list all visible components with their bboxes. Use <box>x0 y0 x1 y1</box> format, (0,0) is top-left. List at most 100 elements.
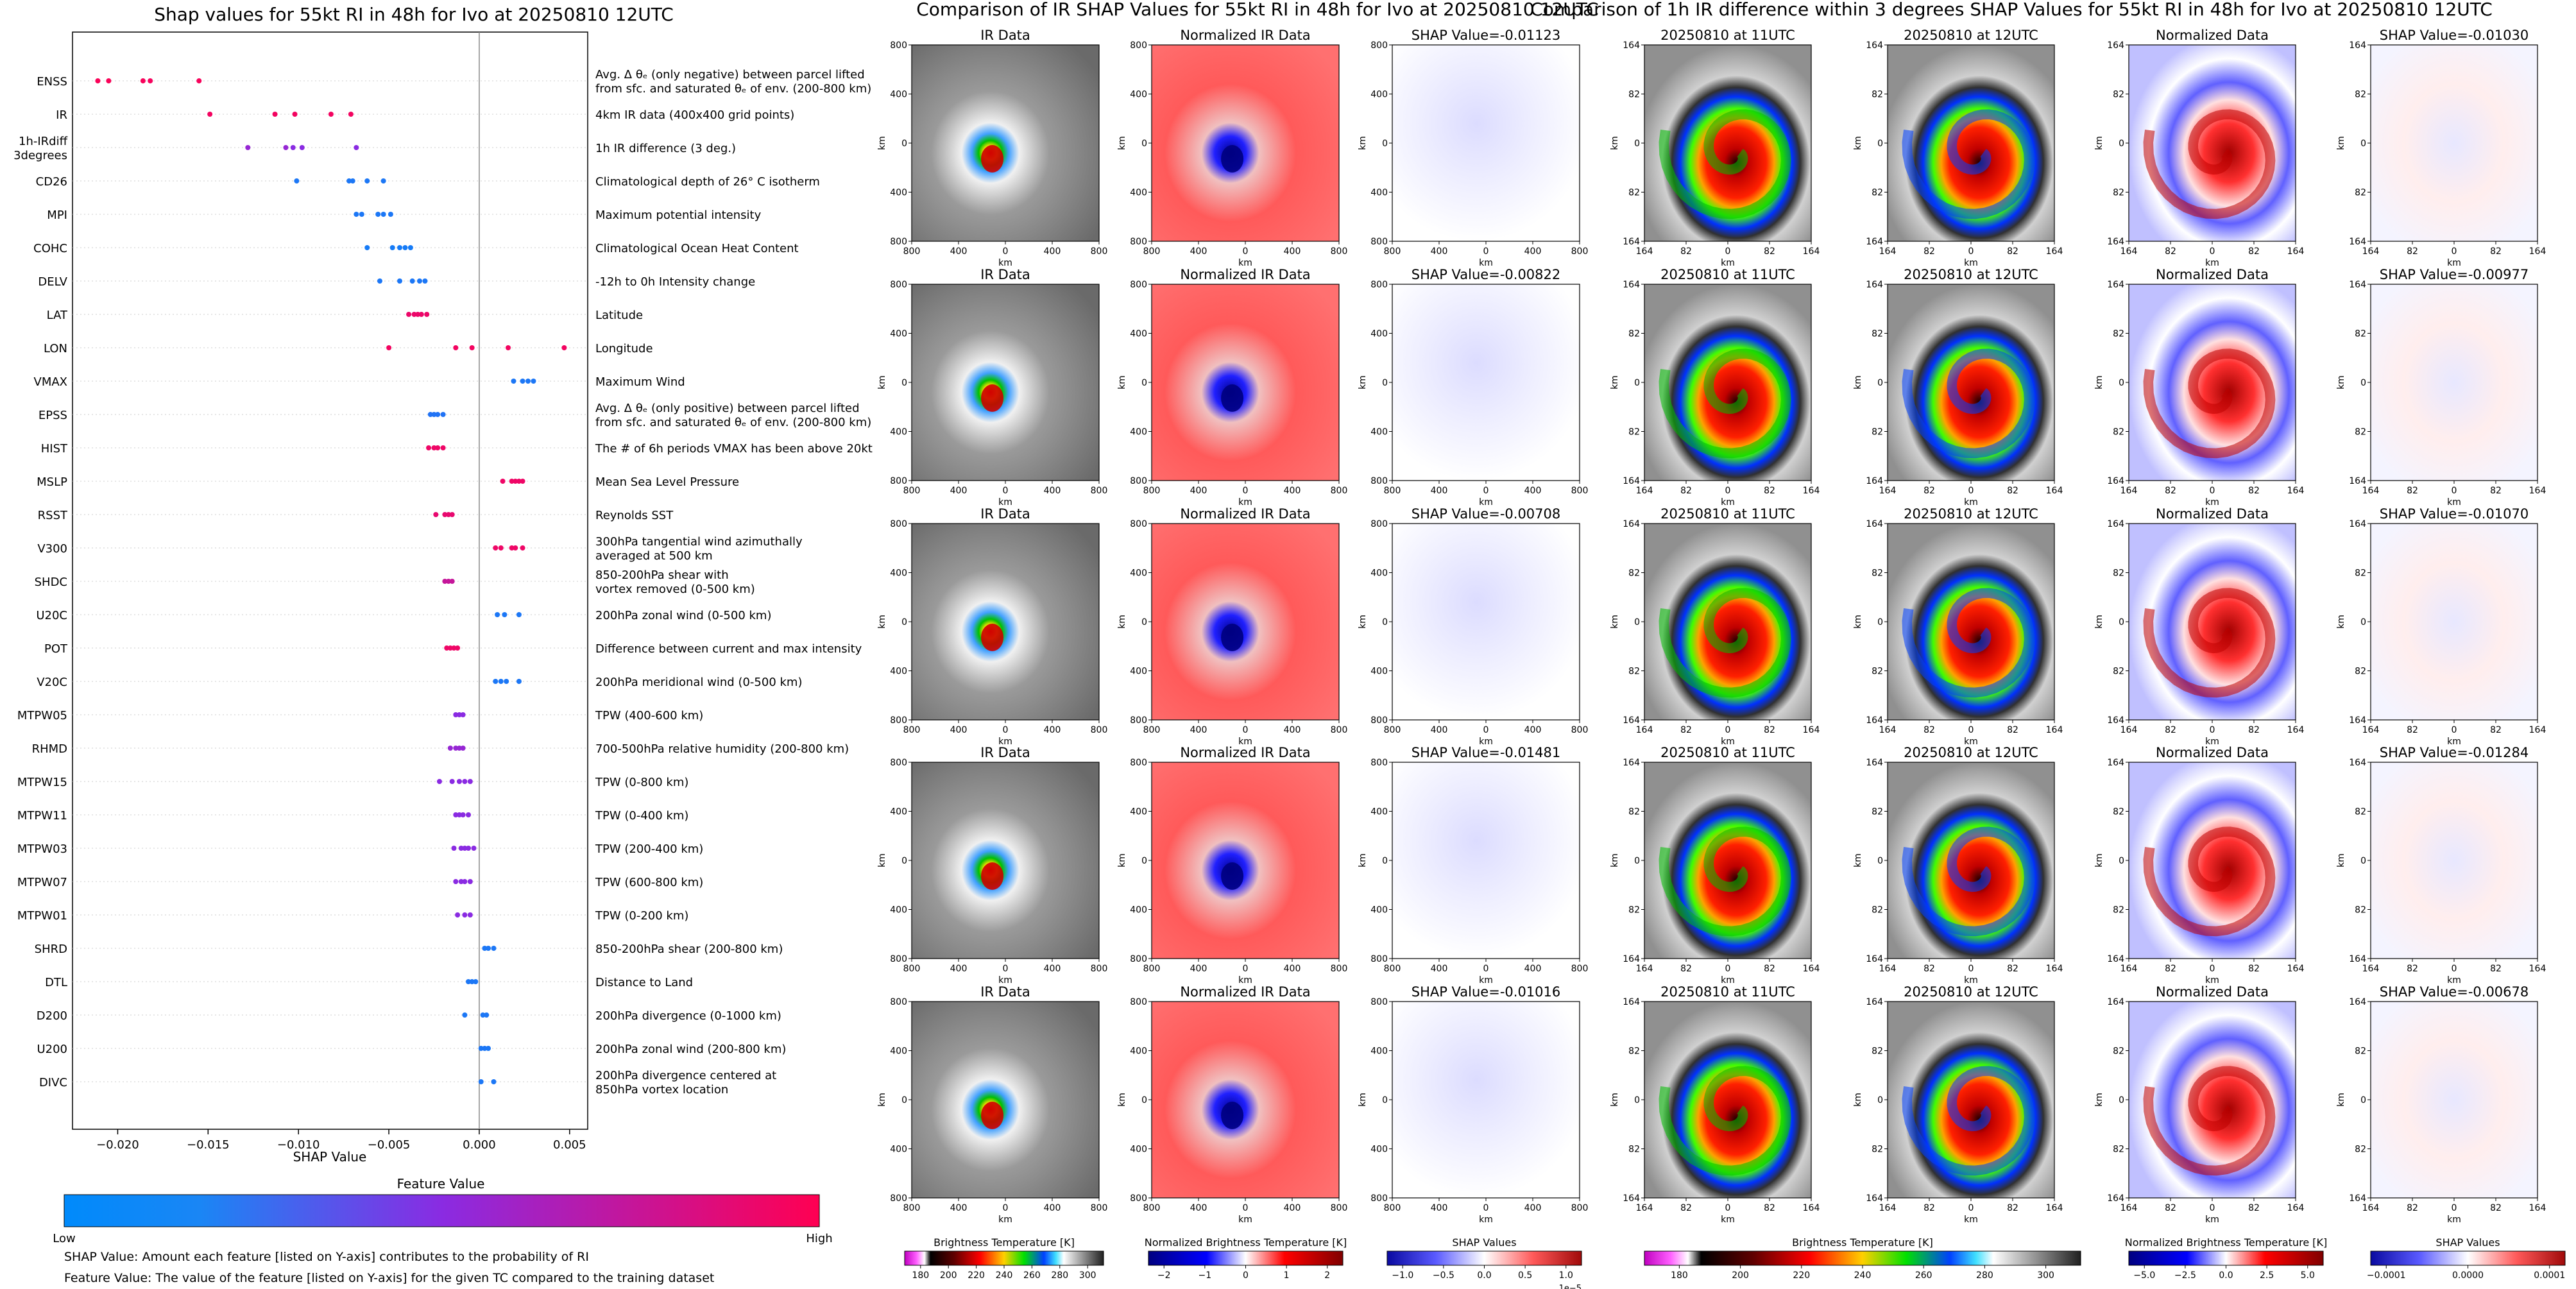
x-tick-label: 400 <box>950 486 968 496</box>
colorbar-tick-label: 0.0001 <box>2534 1270 2565 1281</box>
shap-point <box>402 245 408 250</box>
shap-point <box>498 545 504 551</box>
x-axis-label: km <box>2447 258 2461 268</box>
x-tick-label: −0.020 <box>96 1138 139 1152</box>
x-axis-label: km <box>1964 1215 1978 1225</box>
y-axis-label: km <box>877 136 887 150</box>
image-panel: 20250810 at 12UTC1641648282008282164164k… <box>1853 506 2063 747</box>
panel-title: Normalized Data <box>2156 506 2269 522</box>
x-tick-label: 82 <box>2490 486 2502 496</box>
shap-feature-description: 300hPa tangential wind azimuthally <box>595 535 803 549</box>
y-tick-label: 0 <box>901 617 907 627</box>
x-axis-label: km <box>2205 975 2219 986</box>
x-tick-label: 0 <box>1725 725 1731 735</box>
shap-point <box>504 679 509 684</box>
colorbar-tick-label: 0.0 <box>1477 1270 1491 1281</box>
y-tick-label: 164 <box>1866 1193 1883 1204</box>
x-tick-label: 0 <box>1725 486 1731 496</box>
y-tick-label: 400 <box>890 568 907 579</box>
x-axis-label: km <box>998 258 1012 268</box>
shap-feature-description: from sfc. and saturated θₑ of env. (200-… <box>595 416 871 429</box>
y-tick-label: 0 <box>2360 139 2366 149</box>
x-tick-label: 0 <box>1243 246 1249 257</box>
x-axis-label: km <box>1479 1215 1493 1225</box>
y-tick-label: 0 <box>1141 617 1147 627</box>
y-tick-label: 82 <box>1872 1046 1883 1057</box>
x-tick-label: 800 <box>1571 1203 1589 1213</box>
shap-feature-row: MPI Maximum potential intensity <box>47 209 761 222</box>
y-axis-label: km <box>1853 615 1863 629</box>
image-panel: Normalized IR Data8008004004000040040080… <box>1117 984 1347 1225</box>
panel-image <box>1392 762 1580 959</box>
y-tick-label: 400 <box>890 329 907 339</box>
y-tick-label: 82 <box>2355 90 2366 100</box>
x-axis-label: km <box>1964 975 1978 986</box>
panel-image <box>2371 524 2538 720</box>
x-tick-label: 164 <box>2287 964 2305 974</box>
y-tick-label: 800 <box>1130 1193 1147 1204</box>
x-tick-label: 82 <box>2490 1203 2502 1213</box>
storm-core <box>1221 862 1244 890</box>
x-tick-label: 82 <box>1764 725 1775 735</box>
shap-feature-label: IR <box>56 108 67 122</box>
shap-feature-row: POT Difference between current and max in… <box>44 642 862 656</box>
shap-feature-row: MTPW03 TPW (200-400 km) <box>17 842 703 856</box>
panel-image <box>912 762 1099 959</box>
colorbar-tick-label: 200 <box>1732 1270 1749 1281</box>
diff-section-title: Comparison of 1h IR difference within 3 … <box>1530 0 2493 20</box>
shap-feature-description: Latitude <box>595 309 643 322</box>
shap-point <box>427 412 433 417</box>
y-tick-label: 0 <box>1141 378 1147 388</box>
colorbar-tick-label: 1.0 <box>1559 1270 1573 1281</box>
spiral-band <box>1902 348 2034 459</box>
panel-title: IR Data <box>980 984 1030 1000</box>
shap-feature-row: SHRD 850-200hPa shear (200-800 km) <box>35 943 783 956</box>
shap-point <box>290 145 296 150</box>
x-tick-label: 82 <box>2407 725 2418 735</box>
x-tick-label: 164 <box>1879 1203 1897 1213</box>
y-tick-label: 82 <box>2355 1046 2366 1057</box>
y-axis-label: km <box>877 1093 887 1107</box>
y-tick-label: 800 <box>1370 1193 1388 1204</box>
colorbar-tick-label: 0.0000 <box>2452 1270 2484 1281</box>
x-axis-label: km <box>2447 975 2461 986</box>
shap-feature-row: LON Longitude <box>44 342 653 355</box>
shap-point <box>462 846 468 851</box>
y-tick-label: 800 <box>1130 715 1147 726</box>
y-tick-label: 800 <box>1370 280 1388 290</box>
x-tick-label: 164 <box>1636 246 1653 257</box>
y-tick-label: 82 <box>2355 905 2366 916</box>
shap-point <box>460 812 466 817</box>
panel-title: IR Data <box>980 506 1030 522</box>
image-panel: Normalized Data1641648282008282164164kmk… <box>2094 745 2304 986</box>
shap-point <box>455 912 461 918</box>
shap-point <box>456 812 462 817</box>
shap-point <box>397 278 402 284</box>
x-tick-label: 0 <box>1243 486 1249 496</box>
shap-feature-row: MTPW07 TPW (600-800 km) <box>17 876 703 889</box>
x-tick-label: 400 <box>1044 1203 1061 1213</box>
y-tick-label: 400 <box>1370 807 1388 817</box>
x-tick-label: 800 <box>1143 725 1161 735</box>
x-tick-label: 800 <box>1384 725 1401 735</box>
x-tick-label: 400 <box>1284 964 1301 974</box>
image-panel: SHAP Value=-0.01284164164828200828216416… <box>2336 745 2546 986</box>
shap-point <box>354 145 359 150</box>
shap-point <box>364 245 370 250</box>
x-axis-label: km <box>1479 737 1493 747</box>
shap-x-label: SHAP Value <box>293 1149 367 1165</box>
shap-feature-description: Maximum potential intensity <box>595 209 762 222</box>
y-tick-label: 164 <box>1866 237 1883 247</box>
x-tick-label: 82 <box>1923 725 1935 735</box>
y-tick-label: 82 <box>2355 188 2366 198</box>
x-tick-label: 0 <box>1483 246 1489 257</box>
y-axis-label: km <box>2094 1093 2104 1107</box>
x-tick-label: 82 <box>2407 486 2418 496</box>
x-tick-label: 400 <box>1284 486 1301 496</box>
shap-feature-row: VMAX Maximum Wind <box>34 375 685 389</box>
shap-point <box>458 879 464 884</box>
x-tick-label: 400 <box>1524 486 1542 496</box>
image-panel: 20250810 at 11UTC1641648282008282164164k… <box>1610 28 1820 268</box>
colorbar: SHAP Values −0.0001 0.0000 0.0001 <box>2367 1236 2566 1281</box>
ir-shap-section: Comparison of IR SHAP Values for 55kt RI… <box>877 0 1599 1289</box>
